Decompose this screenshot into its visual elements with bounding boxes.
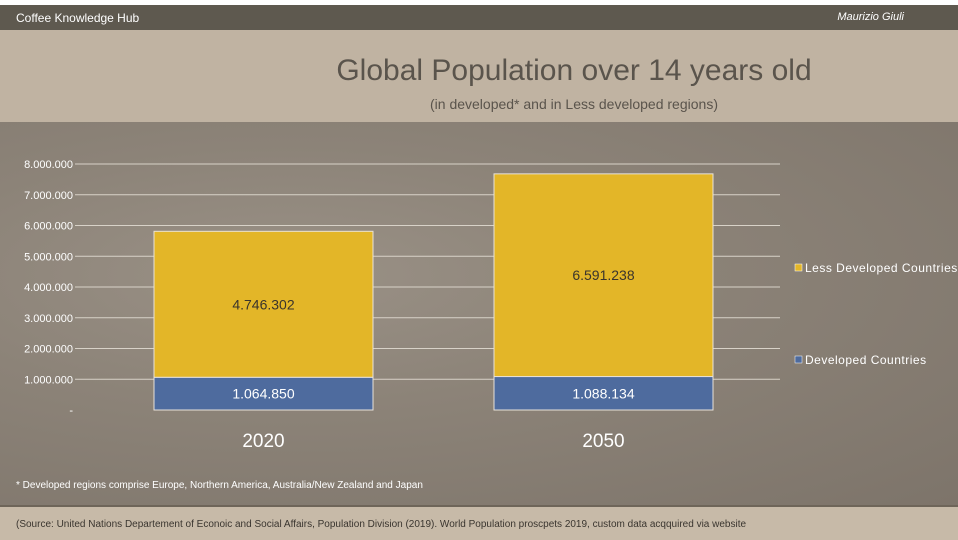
- x-category-label: 2020: [242, 431, 284, 452]
- data-label: 1.088.134: [572, 385, 634, 401]
- header-bar: Coffee Knowledge Hub Maurizio Giuli: [0, 5, 958, 30]
- x-category-label: 2050: [582, 431, 624, 452]
- bar-developed-2050: [493, 376, 714, 411]
- legend-label: Less Developed Countries: [805, 261, 958, 275]
- source-footer: (Source: United Nations Departement of E…: [0, 505, 958, 540]
- y-tick-label: 4.000.000: [24, 282, 73, 294]
- y-tick-label: 3.000.000: [24, 313, 73, 325]
- title-band: Global Population over 14 years old (in …: [0, 30, 958, 122]
- legend-swatch: [794, 263, 803, 272]
- chart-subtitle: (in developed* and in Less developed reg…: [430, 96, 718, 112]
- bar-less-developed-2050: [493, 173, 714, 378]
- source-text: (Source: United Nations Departement of E…: [16, 519, 747, 530]
- data-label: 6.591.238: [572, 267, 634, 283]
- y-tick-label: -: [69, 405, 73, 417]
- data-label: 1.064.850: [232, 386, 294, 402]
- y-tick-label: 1.000.000: [24, 374, 73, 386]
- footnote: * Developed regions comprise Europe, Nor…: [16, 480, 423, 491]
- bar-less-developed-2020: [153, 230, 374, 378]
- y-tick-label: 6.000.000: [24, 221, 73, 233]
- legend-swatch: [794, 355, 803, 364]
- site-name: Coffee Knowledge Hub: [16, 11, 140, 25]
- chart-title: Global Population over 14 years old: [336, 54, 812, 87]
- y-tick-label: 2.000.000: [24, 344, 73, 356]
- y-tick-label: 7.000.000: [24, 190, 73, 202]
- legend-label: Developed Countries: [805, 353, 927, 367]
- data-label: 4.746.302: [232, 296, 294, 312]
- y-tick-label: 5.000.000: [24, 251, 73, 263]
- y-tick-label: 8.000.000: [24, 159, 73, 171]
- author-name: Maurizio Giuli: [837, 11, 904, 23]
